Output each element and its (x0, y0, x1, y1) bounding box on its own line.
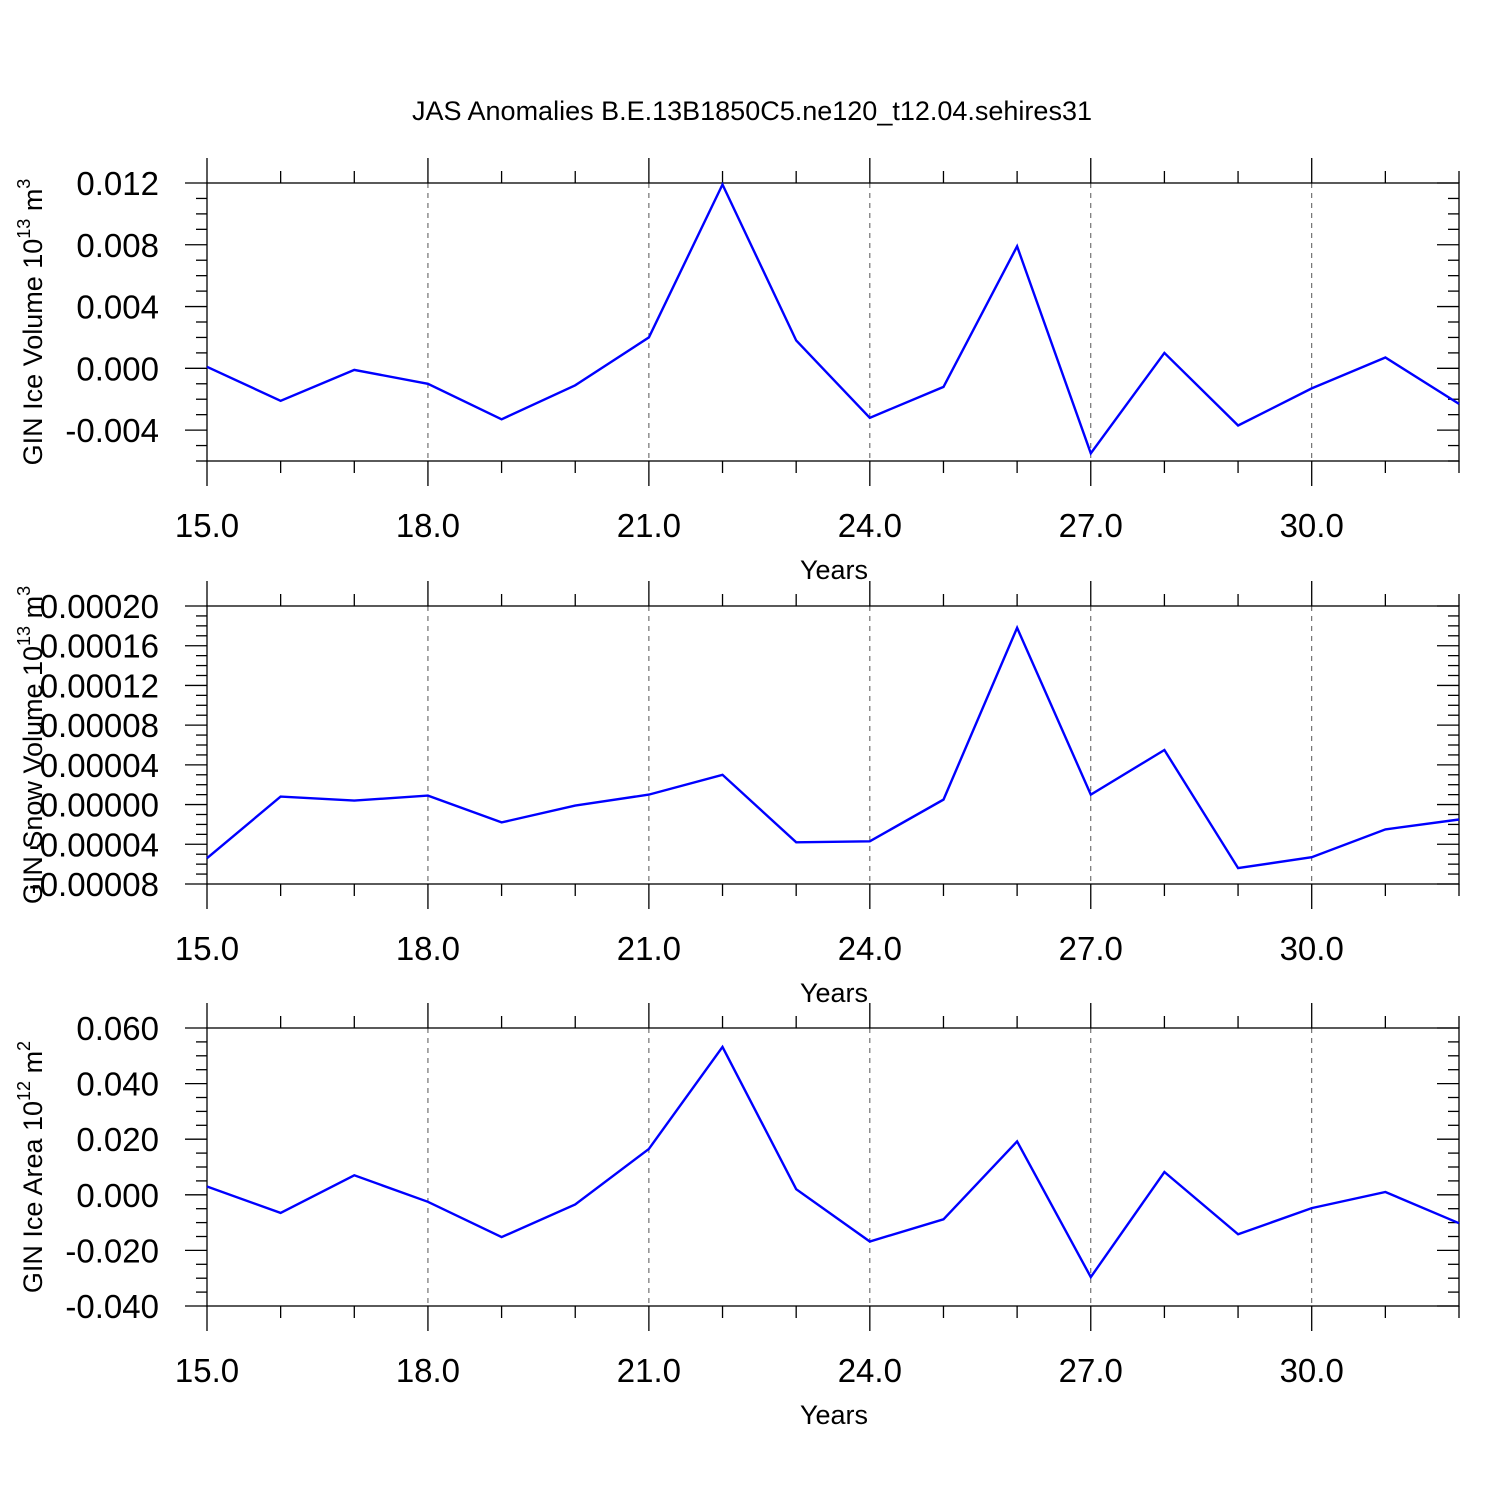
x-tick-label: 30.0 (1280, 507, 1344, 544)
x-tick-label: 27.0 (1059, 507, 1123, 544)
x-tick-label: 24.0 (838, 930, 902, 967)
y-tick-label: 0.00004 (40, 747, 159, 784)
x-tick-label: 21.0 (617, 1352, 681, 1389)
x-tick-label: 30.0 (1280, 930, 1344, 967)
y-tick-label: 0.060 (76, 1010, 159, 1047)
y-tick-label: -0.004 (65, 412, 159, 449)
panel-2: 15.0 18.0 21.0 24.0 27.0 30.0 -0.00008-0.00004… (14, 581, 1460, 1008)
y-tick-label: -0.040 (65, 1288, 159, 1325)
x-tick-label: 15.0 (175, 507, 239, 544)
x-axis-label: Years (800, 978, 868, 1008)
x-tick-label: 24.0 (838, 1352, 902, 1389)
x-tick-label: 18.0 (396, 507, 460, 544)
y-tick-label: 0.00020 (40, 588, 159, 625)
panel-3: 15.0 18.0 21.0 24.0 27.0 30.0 -0.040 -0.020 0.00… (14, 1003, 1460, 1430)
x-axis-label: Years (800, 1400, 868, 1430)
y-axis-label: GIN Snow Volume 1013 m3 (14, 586, 48, 904)
x-axis-label: Years (800, 555, 868, 585)
series-line (206, 181, 1460, 456)
series-line (206, 624, 1460, 870)
x-tick-label: 21.0 (617, 930, 681, 967)
y-tick-label: 0.00008 (40, 707, 159, 744)
y-tick-label: 0.000 (76, 350, 159, 387)
y-tick-label: 0.040 (76, 1066, 159, 1103)
figure-title: JAS Anomalies B.E.13B1850C5.ne120_t12.04… (412, 96, 1092, 126)
x-tick-label: 15.0 (175, 930, 239, 967)
series-line (206, 1044, 1460, 1280)
y-tick-label: -0.020 (65, 1232, 159, 1269)
y-tick-label: -0.00004 (29, 826, 159, 863)
y-tick-label: 0.020 (76, 1121, 159, 1158)
y-tick-label: -0.00008 (29, 866, 159, 903)
x-tick-label: 18.0 (396, 930, 460, 967)
y-tick-label: 0.000 (76, 1177, 159, 1214)
y-tick-label: 0.012 (76, 165, 159, 202)
y-tick-label: 0.00016 (40, 628, 159, 665)
x-tick-label: 27.0 (1059, 1352, 1123, 1389)
x-tick-label: 30.0 (1280, 1352, 1344, 1389)
y-tick-label: 0.00012 (40, 667, 159, 704)
x-tick-label: 15.0 (175, 1352, 239, 1389)
x-tick-label: 27.0 (1059, 930, 1123, 967)
y-tick-label: 0.004 (76, 289, 159, 326)
y-tick-label: 0.00000 (40, 787, 159, 824)
panels: 15.0 18.0 21.0 24.0 27.0 30.0 -0.004 0.000 0.004… (14, 158, 1460, 1430)
x-tick-label: 24.0 (838, 507, 902, 544)
y-axis-label: GIN Ice Area 1012 m2 (14, 1041, 48, 1293)
x-tick-label: 18.0 (396, 1352, 460, 1389)
x-tick-label: 21.0 (617, 507, 681, 544)
y-axis-label: GIN Ice Volume 1013 m3 (14, 179, 48, 466)
y-tick-label: 0.008 (76, 227, 159, 264)
panel-1: 15.0 18.0 21.0 24.0 27.0 30.0 -0.004 0.000 0.004… (14, 158, 1460, 585)
